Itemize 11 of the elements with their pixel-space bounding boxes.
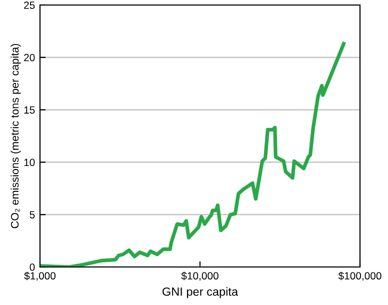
y-tick-label: 15 [24, 106, 35, 114]
y-tick-label: 0 [30, 264, 35, 271]
y-tick-label: 25 [24, 2, 35, 9]
x-tick-label: $1,000 [24, 272, 56, 281]
y-tick-label: 10 [24, 158, 35, 166]
x-axis-title: GNI per capita [162, 287, 238, 298]
x-tick-label: $100,000 [338, 272, 382, 281]
y-tick-label: 5 [30, 211, 35, 218]
y-tick-label: 20 [24, 54, 35, 62]
y-axis-title: CO₂ emissions (metric tons per capita) [10, 44, 21, 228]
x-tick-label: $10,000 [181, 272, 218, 281]
